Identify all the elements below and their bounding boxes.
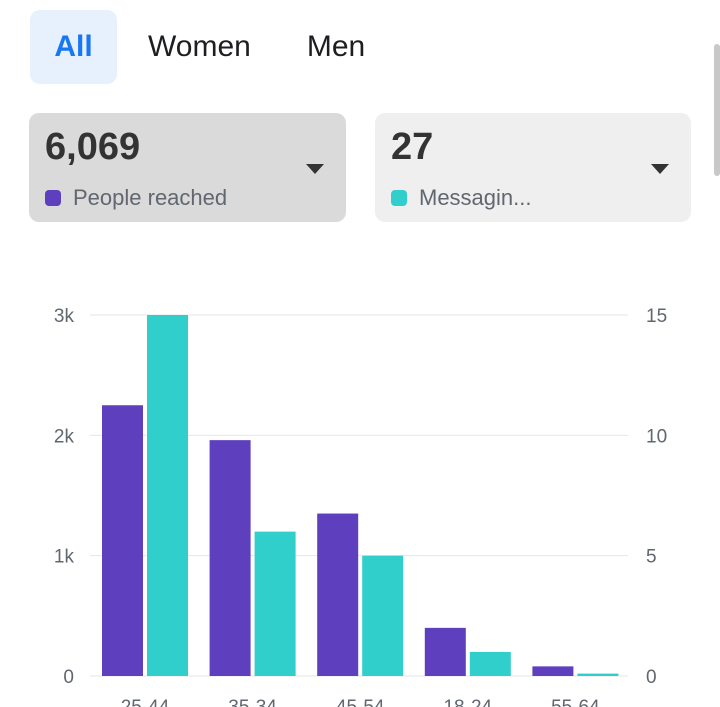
y-right-tick-label: 10 bbox=[646, 426, 667, 447]
metric-label-row: Messagin... bbox=[391, 185, 691, 211]
chevron-down-icon bbox=[651, 164, 669, 174]
y-right-tick-label: 5 bbox=[646, 547, 657, 568]
y-right-tick-label: 0 bbox=[646, 667, 657, 688]
y-right-tick-label: 15 bbox=[646, 306, 667, 327]
bar-messaging bbox=[147, 315, 188, 676]
y-left-tick-label: 0 bbox=[63, 667, 74, 688]
age-breakdown-chart: 0 0 1k 5 2k 10 3k 15 25-44 35-34 45-54 18-24 55-64 bbox=[54, 306, 667, 707]
bar-people-reached bbox=[102, 405, 143, 676]
metric-selector-messaging[interactable]: 27 Messagin... bbox=[375, 113, 691, 222]
metric-value: 6,069 bbox=[45, 126, 141, 168]
bar-people-reached bbox=[424, 627, 466, 676]
x-tick-label: 55-64 bbox=[551, 697, 600, 707]
y-left-tick-label: 1k bbox=[54, 547, 75, 568]
bar-messaging bbox=[469, 651, 511, 676]
bar-people-reached bbox=[532, 666, 574, 676]
x-tick-label: 35-34 bbox=[228, 697, 277, 707]
bar-messaging bbox=[577, 673, 619, 676]
chevron-down-icon bbox=[306, 164, 324, 174]
bar-people-reached bbox=[209, 440, 251, 676]
metric-label: People reached bbox=[73, 185, 228, 210]
tab-women[interactable]: Women bbox=[148, 30, 251, 63]
metric-selector-people-reached[interactable]: 6,069 People reached bbox=[29, 113, 346, 222]
tab-men[interactable]: Men bbox=[306, 30, 366, 63]
x-tick-label: 45-54 bbox=[336, 697, 385, 707]
y-left-tick-label: 2k bbox=[54, 426, 75, 447]
legend-swatch bbox=[45, 190, 61, 206]
metric-label-row: People reached bbox=[45, 185, 346, 211]
x-tick-label: 25-44 bbox=[121, 697, 170, 707]
x-tick-label: 18-24 bbox=[443, 697, 492, 707]
bar-messaging bbox=[254, 531, 296, 676]
tab-all[interactable]: All bbox=[30, 10, 117, 84]
y-left-tick-label: 3k bbox=[54, 306, 75, 327]
bar-people-reached bbox=[317, 513, 359, 676]
legend-swatch bbox=[391, 190, 407, 206]
metric-label: Messagin... bbox=[419, 185, 532, 210]
scrollbar[interactable] bbox=[714, 44, 720, 176]
bar-messaging bbox=[362, 555, 404, 676]
audience-tabs: All Women Men bbox=[30, 10, 365, 84]
metric-value: 27 bbox=[391, 126, 434, 168]
